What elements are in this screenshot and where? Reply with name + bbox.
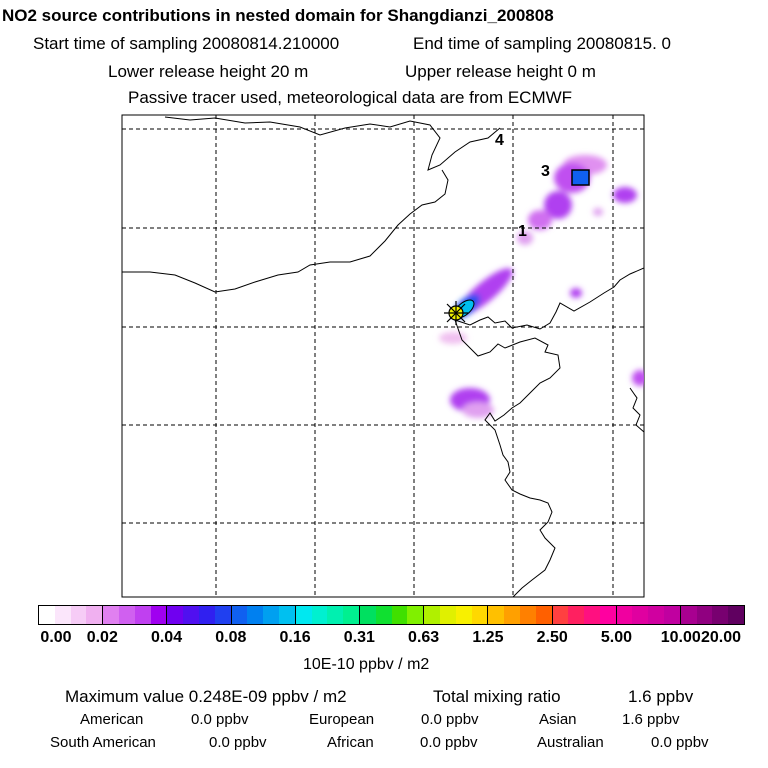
colorbar-segment	[343, 606, 359, 624]
colorbar-segment	[230, 606, 248, 624]
region-asian-value: 1.6 ppbv	[622, 711, 680, 728]
colorbar-segment	[551, 606, 569, 624]
day-marker-1: 1	[518, 223, 527, 240]
colorbar-segment	[166, 606, 184, 624]
region-australian-value: 0.0 ppbv	[651, 734, 709, 751]
colorbar-tick-label: 0.02	[86, 629, 118, 646]
colorbar	[38, 605, 745, 625]
total-mixing-value: 1.6 ppbv	[628, 687, 694, 706]
colorbar-segment	[439, 606, 456, 624]
colorbar-segment	[648, 606, 665, 624]
colorbar-segment	[247, 606, 264, 624]
region-australian-name: Australian	[537, 734, 604, 751]
region-south-american-name: South American	[50, 734, 156, 751]
lower-release-height: Lower release height 20 m	[108, 62, 309, 81]
colorbar-segment	[632, 606, 649, 624]
start-time: Start time of sampling 20080814.210000	[33, 34, 340, 53]
day-marker-3: 3	[541, 163, 550, 180]
colorbar-tick-label: 20.00	[700, 629, 742, 646]
colorbar-segment	[150, 606, 167, 624]
colorbar-segment	[519, 606, 536, 624]
colorbar-segment	[311, 606, 328, 624]
colorbar-segment	[54, 606, 71, 624]
coastlines	[122, 116, 644, 597]
colorbar-segment	[407, 606, 424, 624]
region-european-value: 0.0 ppbv	[421, 711, 479, 728]
colorbar-segment	[664, 606, 680, 624]
colorbar-segment	[728, 606, 745, 624]
colorbar-segment	[568, 606, 585, 624]
colorbar-segment	[294, 606, 312, 624]
total-mixing-label: Total mixing ratio	[433, 687, 561, 706]
region-south-american-value: 0.0 ppbv	[209, 734, 267, 751]
colorbar-segment	[423, 606, 440, 624]
colorbar-segment	[39, 606, 55, 624]
colorbar-tick-label: 0.63	[408, 629, 440, 646]
colorbar-tick-label: 1.25	[472, 629, 504, 646]
colorbar-segment	[198, 606, 215, 624]
colorbar-segment	[455, 606, 472, 624]
colorbar-tick-label: 0.04	[150, 629, 183, 646]
colorbar-tick-label: 0.31	[343, 629, 375, 646]
colorbar-segment	[535, 606, 552, 624]
page-title: NO2 source contributions in nested domai…	[2, 6, 554, 25]
colorbar-tick-label: 2.50	[536, 629, 568, 646]
end-time: End time of sampling 20080815. 0	[413, 34, 672, 53]
colorbar-segment	[712, 606, 729, 624]
colorbar-segment	[134, 606, 151, 624]
max-cell	[571, 169, 590, 186]
max-value: Maximum value 0.248E-09 ppbv / m2	[65, 687, 347, 706]
colorbar-segment	[86, 606, 103, 624]
colorbar-unit: 10E-10 ppbv / m2	[303, 656, 430, 673]
colorbar-segment	[584, 606, 600, 624]
region-african-value: 0.0 ppbv	[420, 734, 478, 751]
tracer-note: Passive tracer used, meteorological data…	[128, 88, 573, 107]
colorbar-segment	[615, 606, 633, 624]
region-european-name: European	[309, 711, 375, 728]
region-african-name: African	[327, 734, 374, 751]
colorbar-segment	[278, 606, 295, 624]
upper-release-height: Upper release height 0 m	[405, 62, 596, 81]
station-marker	[444, 301, 468, 325]
colorbar-segment	[487, 606, 505, 624]
colorbar-segment	[118, 606, 135, 624]
colorbar-tick-label: 5.00	[600, 629, 633, 646]
colorbar-segment	[214, 606, 231, 624]
colorbar-tick-label: 0.00	[40, 629, 72, 646]
day-marker-4: 4	[495, 132, 504, 149]
grid-lines	[122, 115, 644, 597]
colorbar-segment	[102, 606, 119, 624]
colorbar-segment	[679, 606, 697, 624]
colorbar-segment	[263, 606, 279, 624]
region-asian-name: Asian	[539, 711, 577, 728]
colorbar-segment	[391, 606, 408, 624]
colorbar-segment	[375, 606, 392, 624]
colorbar-tick-label: 0.16	[279, 629, 311, 646]
colorbar-segment	[471, 606, 488, 624]
colorbar-segment	[504, 606, 520, 624]
colorbar-tick-label: 10.00	[660, 629, 701, 646]
region-american-value: 0.0 ppbv	[191, 711, 249, 728]
colorbar-segment	[358, 606, 376, 624]
colorbar-tick-label: 0.08	[215, 629, 247, 646]
colorbar-segment	[327, 606, 344, 624]
region-american-name: American	[80, 711, 144, 728]
colorbar-segment	[599, 606, 616, 624]
colorbar-segment	[183, 606, 199, 624]
colorbar-segment	[696, 606, 713, 624]
colorbar-segment	[70, 606, 87, 624]
